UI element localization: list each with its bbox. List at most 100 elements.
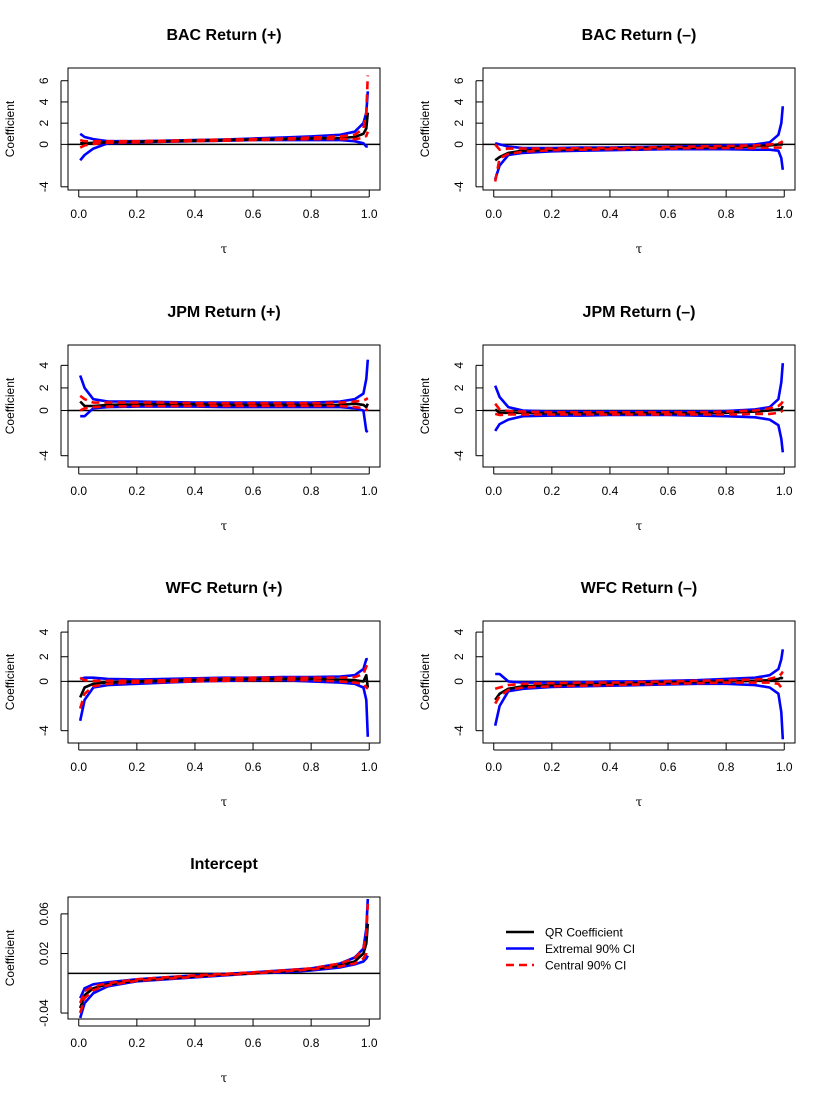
x-tick-label: 1.0 bbox=[361, 207, 378, 221]
x-tick-label: 0.8 bbox=[303, 1036, 320, 1050]
y-tick-label: 4 bbox=[37, 628, 51, 635]
series-group bbox=[78, 657, 370, 737]
x-tick-label: 0.6 bbox=[245, 484, 262, 498]
legend: QR Coefficient Extremal 90% CI Central 90%… bbox=[506, 926, 635, 973]
y-tick-label: 0.06 bbox=[37, 902, 51, 926]
y-tick-label: 0 bbox=[452, 678, 466, 685]
y-tick-label: 2 bbox=[452, 653, 466, 660]
y-tick-label: 4 bbox=[452, 628, 466, 635]
y-tick-label: 0 bbox=[37, 407, 51, 414]
series-group bbox=[78, 359, 370, 434]
y-axis-label: Coefficient bbox=[3, 377, 17, 434]
y-tick-label: 6 bbox=[37, 77, 51, 84]
x-tick-label: 0.8 bbox=[718, 760, 735, 774]
series-line bbox=[79, 663, 369, 683]
panel-title: Intercept bbox=[190, 856, 258, 873]
series-line bbox=[493, 146, 783, 182]
y-tick-label: 2 bbox=[452, 384, 466, 391]
y-tick-label: -4 bbox=[37, 181, 51, 192]
panel-title: JPM Return (–) bbox=[583, 304, 696, 321]
x-tick-label: 0.8 bbox=[303, 207, 320, 221]
x-tick-label: 0.6 bbox=[660, 207, 677, 221]
x-tick-label: 0.2 bbox=[544, 484, 561, 498]
x-tick-label: 0.6 bbox=[245, 207, 262, 221]
x-tick-label: 0.0 bbox=[485, 484, 502, 498]
x-tick-label: 0.4 bbox=[602, 760, 619, 774]
x-tick-label: 0.6 bbox=[660, 760, 677, 774]
series-group bbox=[493, 362, 785, 453]
x-tick-label: 0.6 bbox=[245, 1036, 262, 1050]
x-tick-label: 0.2 bbox=[544, 207, 561, 221]
y-tick-label: 2 bbox=[37, 384, 51, 391]
y-tick-label: -4 bbox=[452, 181, 466, 192]
legend-label: Extremal 90% CI bbox=[545, 942, 635, 956]
series-group bbox=[78, 898, 370, 1019]
series-line bbox=[494, 409, 784, 417]
panel-title: BAC Return (–) bbox=[582, 27, 697, 44]
x-tick-label: 0.8 bbox=[303, 484, 320, 498]
legend-label: QR Coefficient bbox=[545, 926, 623, 940]
x-tick-label: 0.2 bbox=[129, 207, 146, 221]
x-tick-label: 1.0 bbox=[361, 760, 378, 774]
panel-1: BAC Return (+) 0.0 0.2 0.4 0.6 0.8 1.0 τ -4 0 2 4 6 C… bbox=[3, 27, 381, 256]
y-axis-label: Coefficient bbox=[3, 100, 17, 157]
x-axis-label: τ bbox=[636, 795, 643, 809]
series-line bbox=[494, 106, 785, 150]
y-tick-label: 4 bbox=[37, 362, 51, 369]
x-tick-label: 0.4 bbox=[602, 484, 619, 498]
x-axis-label: τ bbox=[636, 242, 643, 256]
series-group bbox=[79, 75, 370, 162]
y-tick-label: 6 bbox=[452, 77, 466, 84]
panel-7: Intercept 0.0 0.2 0.4 0.6 0.8 1.0 τ -0.04 0.02 0.0… bbox=[3, 856, 381, 1085]
x-axis-label: τ bbox=[221, 795, 228, 809]
x-tick-label: 0.4 bbox=[187, 207, 204, 221]
y-axis-label: Coefficient bbox=[3, 929, 17, 986]
series-line bbox=[79, 394, 369, 405]
plot-frame bbox=[67, 344, 381, 468]
x-tick-label: 1.0 bbox=[776, 760, 793, 774]
x-tick-label: 0.0 bbox=[70, 484, 87, 498]
series-line bbox=[494, 670, 784, 691]
panel-3: JPM Return (+) 0.0 0.2 0.4 0.6 0.8 1.0 τ -4 0 2 4 Co… bbox=[3, 304, 381, 533]
series-line bbox=[494, 681, 785, 705]
x-tick-label: 0.0 bbox=[70, 760, 87, 774]
y-tick-label: 2 bbox=[37, 653, 51, 660]
y-axis-label: Coefficient bbox=[418, 653, 432, 710]
x-tick-label: 0.2 bbox=[129, 760, 146, 774]
x-tick-label: 1.0 bbox=[776, 207, 793, 221]
series-line bbox=[493, 147, 785, 180]
y-tick-label: -4 bbox=[37, 450, 51, 461]
x-tick-label: 0.0 bbox=[485, 760, 502, 774]
y-tick-label: 0 bbox=[452, 141, 466, 148]
x-tick-label: 0.0 bbox=[485, 207, 502, 221]
series-line bbox=[494, 413, 785, 453]
x-tick-label: 0.4 bbox=[602, 207, 619, 221]
y-tick-label: 0.02 bbox=[37, 942, 51, 966]
x-tick-label: 1.0 bbox=[361, 484, 378, 498]
panel-4: JPM Return (–) 0.0 0.2 0.4 0.6 0.8 1.0 τ -4 0 2 4 Co… bbox=[418, 304, 796, 533]
plot-frame bbox=[67, 67, 381, 191]
series-line bbox=[495, 649, 785, 684]
y-tick-label: 2 bbox=[452, 120, 466, 127]
plot-frame bbox=[67, 896, 381, 1020]
y-tick-label: 4 bbox=[37, 98, 51, 105]
series-line bbox=[79, 657, 368, 681]
panel-6: WFC Return (–) 0.0 0.2 0.4 0.6 0.8 1.0 τ -4 0 2 4 Co… bbox=[418, 580, 796, 809]
series-line bbox=[79, 131, 370, 149]
y-tick-label: 0 bbox=[37, 678, 51, 685]
series-group bbox=[493, 106, 785, 182]
y-tick-label: 0 bbox=[452, 407, 466, 414]
y-tick-label: 4 bbox=[452, 98, 466, 105]
x-tick-label: 0.0 bbox=[70, 1036, 87, 1050]
x-tick-label: 0.2 bbox=[544, 760, 561, 774]
panel-5: WFC Return (+) 0.0 0.2 0.4 0.6 0.8 1.0 τ -4 0 2 4 Co… bbox=[3, 580, 381, 809]
series-line bbox=[79, 75, 370, 143]
series-line bbox=[494, 400, 784, 414]
panel-2: BAC Return (–) 0.0 0.2 0.4 0.6 0.8 1.0 τ -4 0 2 4 6 C… bbox=[418, 27, 796, 256]
panel-title: WFC Return (+) bbox=[166, 580, 283, 597]
x-axis-label: τ bbox=[221, 519, 228, 533]
y-tick-label: -0.04 bbox=[37, 999, 51, 1027]
x-tick-label: 0.6 bbox=[660, 484, 677, 498]
x-tick-label: 0.8 bbox=[718, 484, 735, 498]
